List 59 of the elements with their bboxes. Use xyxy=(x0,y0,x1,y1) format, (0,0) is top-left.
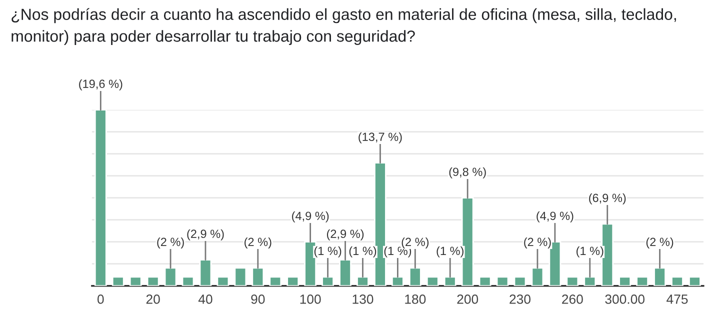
data-label: (1 %) xyxy=(349,246,376,258)
bar xyxy=(426,276,439,286)
data-label: (6,9 %) xyxy=(589,193,626,204)
x-tick-label: 475 xyxy=(666,294,688,304)
bar xyxy=(252,267,264,286)
data-label: (1 %) xyxy=(314,246,342,258)
bar xyxy=(199,259,212,286)
bar xyxy=(129,276,142,286)
x-tick-label: 260 xyxy=(562,294,583,304)
bar xyxy=(514,276,526,286)
data-label: (2 %) xyxy=(157,237,184,248)
data-label: (2 %) xyxy=(402,237,429,248)
data-label: (4,9 %) xyxy=(536,211,574,222)
bar xyxy=(182,276,194,286)
data-label: (2,9 %) xyxy=(187,229,224,240)
bar xyxy=(654,267,666,286)
x-tick-label: 0 xyxy=(97,294,104,304)
bar xyxy=(286,276,300,286)
bar xyxy=(112,276,124,286)
x-tick-label: 130 xyxy=(352,294,374,304)
data-label: (2 %) xyxy=(524,237,551,248)
bar xyxy=(164,267,177,286)
bar xyxy=(566,276,579,286)
bar xyxy=(496,276,509,286)
bar xyxy=(216,276,230,286)
x-tick-label: 230 xyxy=(510,294,530,304)
chart-title: ¿Nos podrías decir a cuanto ha ascendido el gasto en material de oficina (mesa, silla, teclado, monitor) para poder desarrollar tu trabajo con seguridad? xyxy=(12,8,676,45)
data-label: (9,8 %) xyxy=(449,167,486,178)
bar xyxy=(688,276,701,286)
bar xyxy=(408,267,422,286)
bar xyxy=(322,276,334,286)
data-label: (1 %) xyxy=(436,246,464,258)
bar xyxy=(636,276,649,286)
x-tick-label: 20 xyxy=(146,294,160,304)
bar xyxy=(234,267,247,286)
bar xyxy=(671,276,684,286)
data-label: (2 %) xyxy=(646,237,674,248)
data-label: (2 %) xyxy=(244,237,272,248)
x-tick-label: 100 xyxy=(300,294,321,304)
x-tick-label: 200 xyxy=(457,294,478,304)
x-tick-label: 180 xyxy=(405,294,426,304)
bar xyxy=(94,110,107,286)
data-label: (4,9 %) xyxy=(292,211,329,222)
bar xyxy=(531,267,544,286)
bar xyxy=(269,276,282,286)
data-label: (2,9 %) xyxy=(326,229,364,240)
data-label: (19,6 %) xyxy=(79,79,122,90)
data-label: (13,7 %) xyxy=(358,132,402,144)
data-label: (1 %) xyxy=(576,246,604,258)
bar xyxy=(391,276,404,286)
x-tick-label: 300.00 xyxy=(605,294,644,304)
bar xyxy=(146,276,160,286)
bar xyxy=(618,276,632,286)
bar xyxy=(584,276,596,286)
bar xyxy=(444,276,456,286)
bar xyxy=(356,276,369,286)
bar xyxy=(478,276,492,286)
x-tick-label: 90 xyxy=(251,294,265,304)
x-tick-label: 40 xyxy=(198,294,212,304)
